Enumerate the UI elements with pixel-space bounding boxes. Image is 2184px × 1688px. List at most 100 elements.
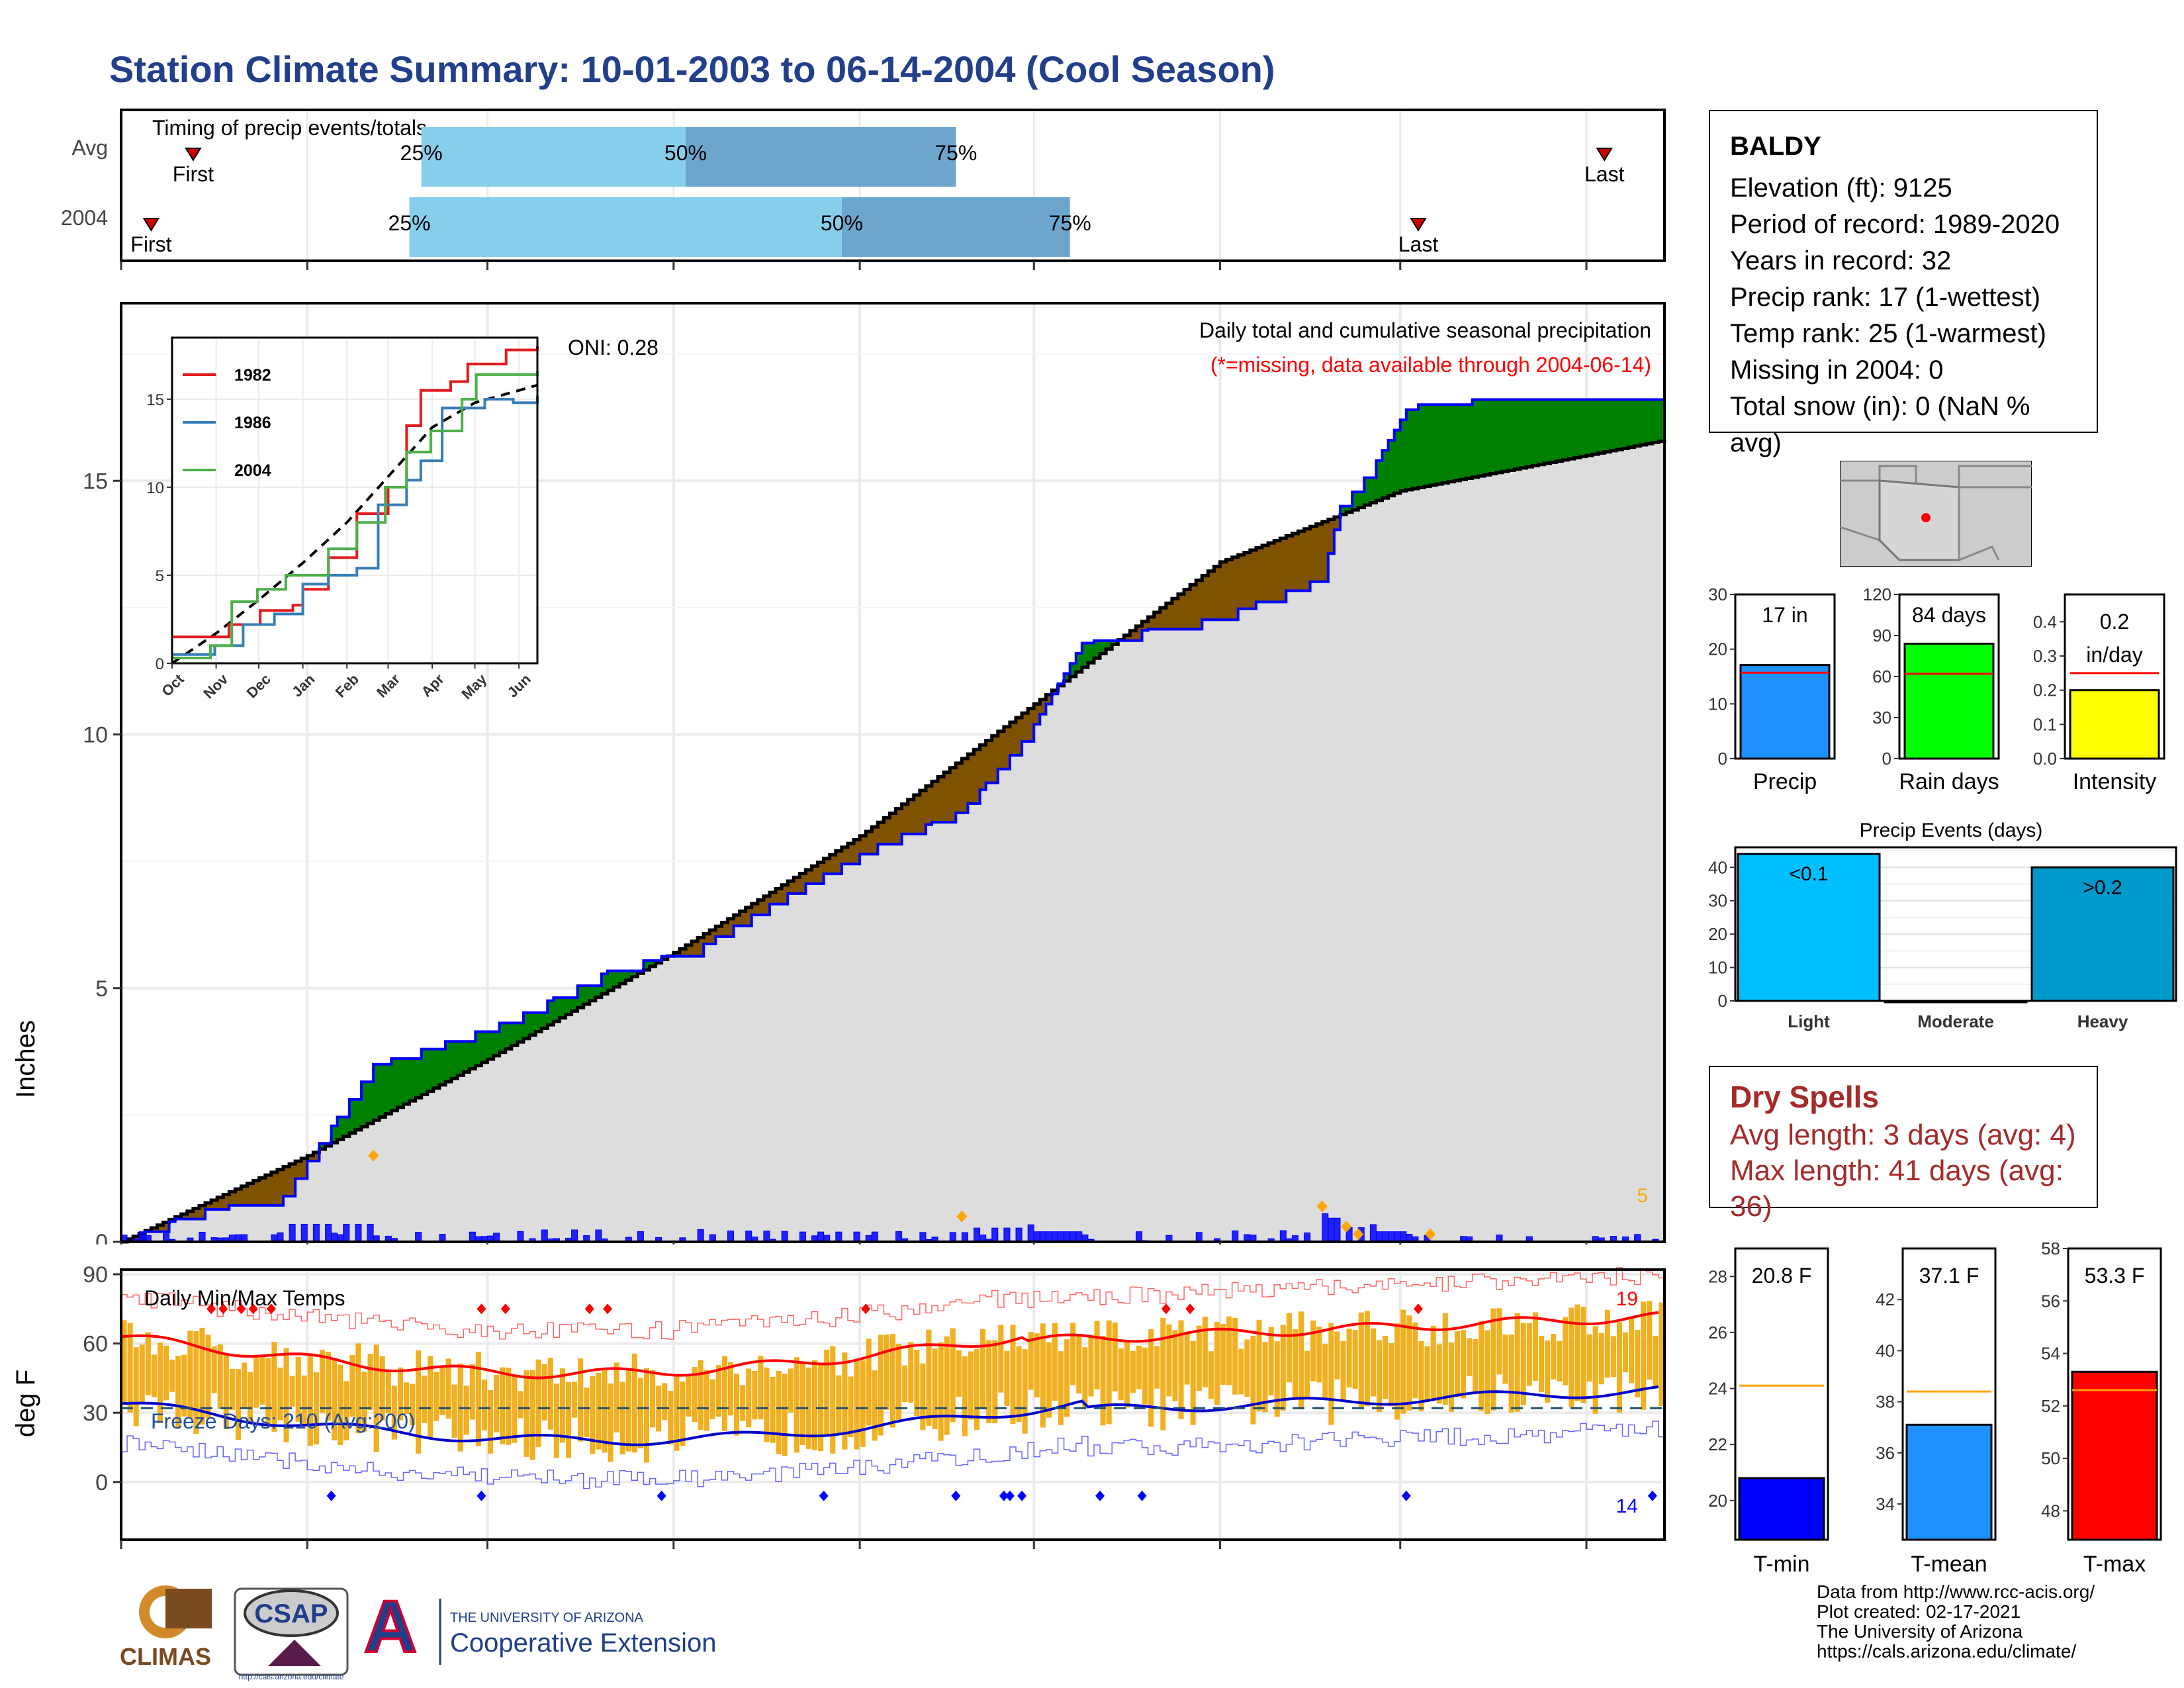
below-average-fill <box>1165 603 1173 630</box>
daily-temp-range-bar <box>1424 1346 1430 1403</box>
daily-temp-range-bar <box>1370 1328 1376 1397</box>
timing-panel: Timing of precip events/totals Avg 2004 … <box>61 109 1666 270</box>
summary-bar-rain-days: 84 days 0 30 60 90 120 Rain days <box>1863 585 2000 794</box>
daily-temp-range-bar <box>259 1355 265 1405</box>
record-low-marker <box>1647 1490 1657 1501</box>
summary-bar-y-tick-label: 0 <box>1882 749 1891 769</box>
below-average-fill <box>692 941 698 957</box>
record-low-marker <box>1401 1490 1411 1501</box>
daily-temp-range-bar <box>631 1353 637 1453</box>
daily-temp-range-bar <box>512 1376 518 1443</box>
below-average-fill <box>265 1175 272 1205</box>
daily-temp-range-bar <box>727 1362 734 1416</box>
above-average-fill <box>1406 409 1413 490</box>
above-average-fill <box>547 1000 554 1025</box>
below-average-fill <box>721 922 729 937</box>
above-average-fill <box>571 998 578 1011</box>
below-average-fill <box>193 1208 200 1219</box>
daily-precip-bar <box>1015 1227 1023 1243</box>
daily-temp-range-bar <box>1004 1350 1010 1406</box>
ua-line1: THE UNIVERSITY OF ARIZONA <box>450 1611 644 1625</box>
daily-temp-range-bar <box>1202 1317 1208 1387</box>
daily-temp-range-bar <box>980 1329 986 1409</box>
below-average-fill <box>1142 621 1149 631</box>
daily-precip-bar <box>1058 1231 1065 1243</box>
daily-temp-range-bar <box>643 1368 650 1463</box>
below-average-fill <box>950 767 956 823</box>
timing-last-label: Last <box>1398 232 1439 256</box>
temp-summary-y-tick-label: 52 <box>2041 1396 2060 1416</box>
record-precip-marker <box>1316 1200 1328 1213</box>
ua-a-letter: A <box>364 1586 416 1667</box>
daily-temp-range-bar <box>1088 1336 1094 1397</box>
below-average-fill <box>235 1189 242 1205</box>
events-y-tick-label: 40 <box>1708 857 1727 877</box>
daily-temp-range-bar <box>1070 1323 1076 1385</box>
daily-temp-range-bar <box>692 1366 698 1423</box>
daily-temp-range-bar <box>289 1376 295 1407</box>
record-high-marker <box>1185 1303 1195 1315</box>
daily-temp-range-bar <box>860 1360 866 1447</box>
daily-temp-range-bar <box>1010 1325 1016 1424</box>
daily-temp-range-bar <box>169 1359 175 1392</box>
daily-temp-range-bar <box>1184 1331 1190 1385</box>
daily-temp-range-bar <box>253 1355 259 1408</box>
daily-temp-range-bar <box>1316 1326 1322 1383</box>
daily-precip-bar <box>1322 1213 1329 1243</box>
inset-y-tick-label: 5 <box>156 567 164 585</box>
daily-precip-bar <box>799 1231 806 1243</box>
daily-temp-range-bar <box>1586 1334 1592 1382</box>
below-average-fill <box>782 884 788 904</box>
timing-label-25: 25% <box>400 141 443 165</box>
temp-summary-y-tick-label: 24 <box>1708 1379 1727 1399</box>
daily-precip-bar <box>697 1229 704 1243</box>
daily-temp-range-bar <box>1448 1342 1454 1412</box>
below-average-fill <box>211 1199 218 1209</box>
daily-temp-range-bar <box>709 1379 715 1419</box>
daily-temp-range-bar <box>998 1325 1004 1393</box>
daily-temp-range-bar <box>193 1331 199 1434</box>
daily-temp-range-bar <box>962 1356 968 1436</box>
inset-x-tick-label: Jan <box>289 671 318 700</box>
summary-bar-value-label: 0.2 <box>2100 610 2129 633</box>
climas-logo-text: CLIMAS <box>120 1643 211 1670</box>
daily-temp-range-bar <box>686 1374 692 1417</box>
daily-temp-range-bar <box>830 1346 836 1454</box>
daily-precip-bar <box>163 1231 170 1243</box>
daily-temp-range-bar <box>889 1334 896 1428</box>
daily-temp-range-bar <box>1076 1334 1082 1394</box>
daily-precip-bar <box>1003 1227 1011 1243</box>
daily-temp-range-bar <box>1094 1321 1100 1389</box>
daily-temp-range-bar <box>1346 1329 1352 1387</box>
events-frame <box>1734 846 2177 1002</box>
dry-spells-avg: Avg length: 3 days (avg: 4) <box>1730 1119 2076 1151</box>
below-average-fill <box>1009 722 1017 755</box>
temp-summary-y-tick-label: 38 <box>1876 1392 1895 1412</box>
above-average-fill <box>451 1041 458 1079</box>
daily-temp-range-bar <box>1496 1308 1502 1375</box>
daily-temp-range-bar <box>668 1390 674 1445</box>
oni-value: ONI: 0.28 <box>568 336 659 359</box>
below-average-fill <box>823 858 831 874</box>
daily-temp-range-bar <box>121 1320 127 1404</box>
daily-temp-range-bar <box>271 1342 277 1432</box>
above-average-fill <box>1442 404 1449 483</box>
daily-precip-bar <box>1369 1224 1377 1243</box>
temp-summary-bar-t-mean: 37.1 F 34 36 38 40 42 T-mean <box>1876 1247 1997 1577</box>
daily-temp-range-bar <box>494 1375 500 1432</box>
below-average-fill <box>709 929 716 944</box>
daily-temp-range-bar <box>1280 1325 1286 1411</box>
daily-temp-range-bar <box>1394 1323 1400 1420</box>
below-average-fill <box>277 1169 284 1205</box>
record-high-marker <box>218 1303 228 1315</box>
above-average-fill <box>1370 477 1377 503</box>
daily-temp-range-bar <box>1022 1349 1028 1434</box>
below-average-fill <box>1196 580 1203 630</box>
station-period: Period of record: 1989-2020 <box>1730 210 2060 239</box>
daily-temp-range-bar <box>1310 1320 1316 1382</box>
summary-bar-category-label: Rain days <box>1899 769 1999 794</box>
below-average-fill <box>938 776 944 823</box>
daily-temp-range-bar <box>1244 1339 1250 1397</box>
above-average-fill <box>607 970 614 991</box>
record-low-marker <box>999 1490 1009 1501</box>
